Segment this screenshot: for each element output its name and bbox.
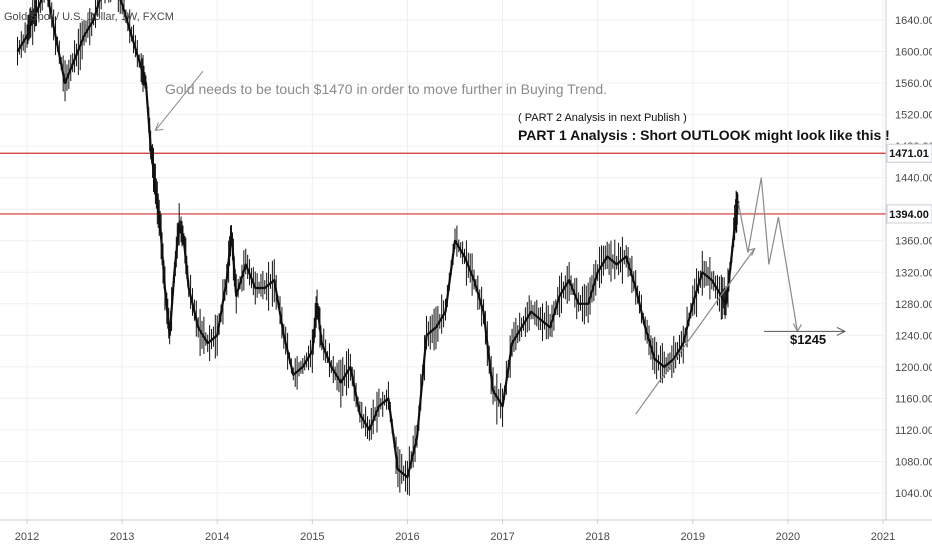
annotation-part1: PART 1 Analysis : Short OUTLOOK might lo…: [518, 127, 890, 143]
y-tick-label: 1320.00: [895, 267, 932, 279]
y-tick-label: 1080.00: [895, 456, 932, 468]
trend-arrowhead: [747, 247, 756, 256]
x-tick-label: 2017: [490, 531, 514, 543]
x-tick-label: 2013: [110, 531, 134, 543]
x-tick-layer: 2012 2013 2014 2015 2016 2017 2018 2019 2020 2021: [15, 520, 895, 543]
x-tick-label: 2016: [395, 531, 419, 543]
x-tick-label: 2014: [205, 531, 229, 543]
x-tick-label: 2012: [15, 531, 39, 543]
trend-support-line: [635, 248, 756, 415]
symbol-label: Gold Spot / U.S. Dollar, 1W, FXCM: [4, 11, 174, 23]
projection-path: [737, 177, 798, 332]
series-layer: [16, 0, 740, 496]
x-tick-label: 2021: [871, 531, 895, 543]
price-level-tag-label: 1394.00: [889, 209, 929, 221]
y-tick-layer: 1040.00 1080.00 1120.00 1160.00 1200.00 1240.…: [895, 15, 932, 500]
grid-layer: [0, 0, 886, 520]
plot-background: [0, 0, 886, 520]
y-axis[interactable]: 1040.00 1080.00 1120.00 1160.00 1200.00 1240.…: [885, 0, 932, 520]
target-price-label: $1245: [790, 332, 826, 347]
y-tick-label: 1200.00: [895, 362, 932, 374]
y-tick-label: 1600.00: [895, 47, 932, 59]
x-axis[interactable]: 2012 2013 2014 2015 2016 2017 2018 2019 2020 2021: [0, 519, 932, 543]
level-label-layer: 1471.01 1394.00: [886, 143, 932, 224]
y-tick-label: 1240.00: [895, 330, 932, 342]
y-tick-label: 1640.00: [895, 15, 932, 27]
x-tick-label: 2020: [776, 531, 800, 543]
y-tick-label: 1040.00: [895, 488, 932, 500]
y-tick-label: 1160.00: [895, 393, 932, 405]
projection-layer: [154, 70, 847, 415]
callout-arrow-line: [155, 70, 204, 131]
y-tick-label: 1520.00: [895, 110, 932, 122]
price-level-tag-label: 1471.01: [889, 148, 929, 160]
callout-arrowhead: [154, 122, 164, 131]
x-tick-label: 2019: [681, 531, 705, 543]
x-tick-label: 2018: [585, 531, 609, 543]
y-tick-label: 1560.00: [895, 78, 932, 90]
price-level-tag: [886, 204, 932, 224]
x-tick-label: 2015: [300, 531, 324, 543]
y-tick-label: 1360.00: [895, 236, 932, 248]
y-tick-label: 1280.00: [895, 299, 932, 311]
annotation-note-top: Gold needs to be touch $1470 in order to…: [165, 81, 607, 97]
y-tick-label: 1120.00: [895, 425, 932, 437]
annotation-part2: ( PART 2 Analysis in next Publish ): [518, 112, 687, 124]
price-level-tag: [886, 143, 932, 163]
target-arrowhead: [836, 326, 847, 336]
y-tick-label: 1440.00: [895, 173, 932, 185]
